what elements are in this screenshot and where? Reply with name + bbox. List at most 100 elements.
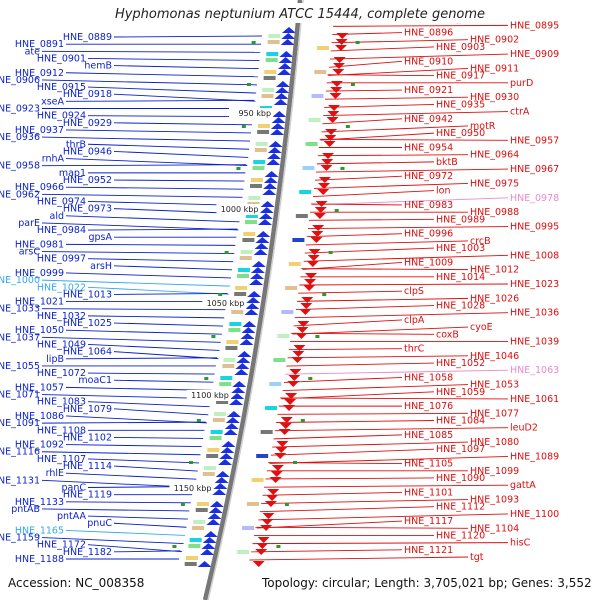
scale-tick-label: 1000 kbp [221, 205, 259, 214]
gene-leader-line [65, 129, 251, 134]
plus-strand-gene [260, 525, 273, 531]
gene-leader-line [299, 283, 509, 286]
minus-strand-gene [235, 363, 250, 369]
gene-leader-line [87, 228, 238, 231]
gene-leader-line [251, 549, 403, 553]
feature-block [189, 538, 202, 542]
feature-block [234, 292, 247, 296]
feature-block [248, 196, 261, 200]
gene-leader-line [113, 522, 187, 528]
gene-leader-line [316, 161, 435, 165]
feature-tracks [172, 27, 360, 567]
minus-strand-gene [215, 471, 230, 477]
minus-strand-gene [275, 81, 290, 87]
gene-label: HNE_0924 [37, 111, 86, 122]
gene-label: HNE_0917 [436, 71, 485, 82]
gene-leader-line [298, 290, 403, 294]
rna-marker [246, 83, 251, 86]
feature-block [314, 70, 327, 74]
gene-leader-line [87, 143, 250, 150]
minus-strand-gene [226, 411, 241, 417]
gene-leader-line [87, 201, 242, 206]
gene-leader-line [329, 53, 509, 60]
feature-block [243, 232, 256, 236]
rna-marker [204, 377, 209, 380]
gene-leader-line [41, 164, 247, 167]
gene-leader-line [113, 550, 181, 553]
minus-strand-gene [197, 561, 212, 567]
gene-label: HNE_1026 [470, 293, 519, 304]
gene-label: HNE_0974 [37, 196, 86, 207]
rna-marker [300, 419, 305, 422]
feature-block [305, 142, 318, 146]
gene-label: HNE_1105 [404, 459, 453, 470]
gene-label: xseA [41, 96, 64, 107]
gene-label: HNE_1014 [436, 272, 485, 283]
feature-block [261, 94, 274, 98]
minus-strand-gene [264, 171, 279, 177]
minus-strand-gene [240, 333, 255, 339]
plus-strand-gene [320, 165, 333, 171]
rna-marker [241, 125, 246, 128]
feature-block [188, 544, 201, 548]
gene-leader-line [87, 86, 257, 94]
genome-backbone [202, 0, 303, 600]
minus-strand-gene [200, 549, 215, 555]
gene-leader-line [265, 477, 435, 480]
gene-leader-line [113, 65, 259, 70]
gene-label: HNE_1057 [15, 382, 64, 393]
gene-leader-line [258, 513, 509, 521]
feature-block [269, 382, 282, 386]
feature-block [212, 418, 225, 422]
gene-leader-line [292, 326, 469, 335]
scale-tick-backdrop [202, 298, 247, 309]
feature-block [206, 454, 219, 458]
feature-block [196, 502, 209, 506]
gene-label: pntAB [11, 504, 40, 515]
gene-label: HNE_1131 [0, 475, 40, 486]
feature-block [245, 220, 258, 224]
gene-label: gpsA [88, 232, 112, 243]
rna-marker [224, 251, 229, 254]
rna-marker [218, 293, 223, 296]
rna-marker [211, 335, 216, 338]
minus-strand-gene [258, 213, 273, 219]
gene-leader-line [312, 190, 435, 198]
gene-label: arsC [19, 247, 41, 258]
gene-leader-line [321, 125, 469, 133]
gene-label: HNE_1049 [37, 339, 86, 350]
gene-label: parE [18, 218, 40, 229]
gene-label: HNE_1072 [37, 368, 86, 379]
gene-label: HNE_0912 [15, 68, 64, 79]
feature-block [292, 238, 305, 242]
gene-leader-line [41, 394, 211, 399]
plus-strand-gene [330, 81, 343, 87]
gene-leader-line [65, 99, 255, 102]
plus-strand-gene [255, 549, 268, 555]
minus-strand-gene [213, 483, 228, 489]
minus-strand-gene [225, 417, 240, 423]
feature-block [262, 88, 275, 92]
feature-block [252, 166, 265, 170]
feature-block [184, 562, 197, 566]
gene-label: HNE_1100 [510, 509, 559, 520]
gene-label: bktB [436, 157, 458, 168]
gene-label: HNE_1076 [404, 401, 453, 412]
plus-strand-gene [299, 309, 312, 315]
gene-label: HNE_0999 [15, 268, 64, 279]
feature-block [250, 178, 263, 182]
gene-leader-line [41, 421, 206, 424]
plus-strand-gene [288, 375, 301, 381]
gene-label: HNE_0978 [510, 193, 559, 204]
plus-strand-gene [257, 537, 270, 543]
gene-label: HNE_0937 [15, 125, 64, 136]
feature-block [192, 526, 205, 530]
feature-block [228, 328, 241, 332]
minus-strand-gene [229, 399, 244, 405]
gene-leader-line [65, 72, 258, 78]
gene-label: HNE_0995 [510, 222, 559, 233]
feature-block [257, 124, 270, 128]
minus-strand-gene [260, 201, 275, 207]
plus-strand-gene [287, 381, 300, 387]
gene-label: HNE_1009 [404, 257, 453, 268]
